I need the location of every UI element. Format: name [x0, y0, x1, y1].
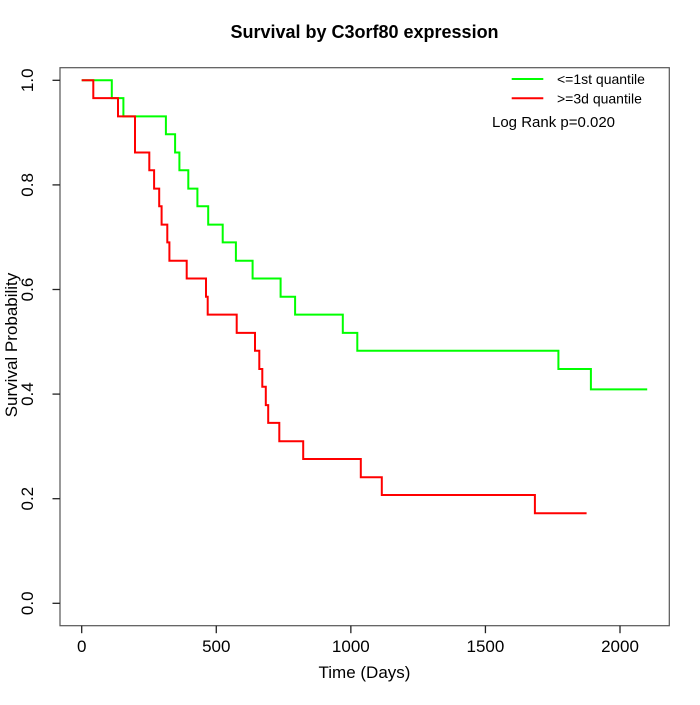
- y-tick-label: 1.0: [18, 68, 37, 92]
- legend-label-first-quantile: <=1st quantile: [557, 71, 645, 87]
- y-tick-label: 0.0: [18, 591, 37, 615]
- y-tick-label: 0.2: [18, 487, 37, 511]
- x-tick-label: 1000: [332, 637, 370, 656]
- y-tick-label: 0.4: [18, 382, 37, 406]
- plot-box: [59, 67, 670, 627]
- survival-curves: [81, 79, 648, 515]
- km-curve-third-quantile: [81, 79, 587, 515]
- x-tick-label: 500: [202, 637, 230, 656]
- chart-title: Survival by C3orf80 expression: [230, 22, 498, 42]
- x-axis-label: Time (Days): [319, 663, 411, 682]
- y-axis-ticks: 0.0 0.2 0.4 0.6 0.8 1.0: [18, 68, 60, 615]
- y-axis-label: Survival Probability: [2, 272, 21, 417]
- y-tick-label: 0.6: [18, 278, 37, 302]
- x-tick-label: 0: [77, 637, 86, 656]
- km-curve-first-quantile: [81, 79, 648, 391]
- x-axis-ticks: 0 500 1000 1500 2000: [77, 625, 639, 656]
- log-rank-annotation: Log Rank p=0.020: [492, 114, 615, 131]
- legend: <=1st quantile >=3d quantile Log Rank p=…: [492, 71, 645, 131]
- x-tick-label: 1500: [467, 637, 505, 656]
- x-tick-label: 2000: [601, 637, 639, 656]
- legend-label-third-quantile: >=3d quantile: [557, 91, 642, 107]
- y-tick-label: 0.8: [18, 173, 37, 197]
